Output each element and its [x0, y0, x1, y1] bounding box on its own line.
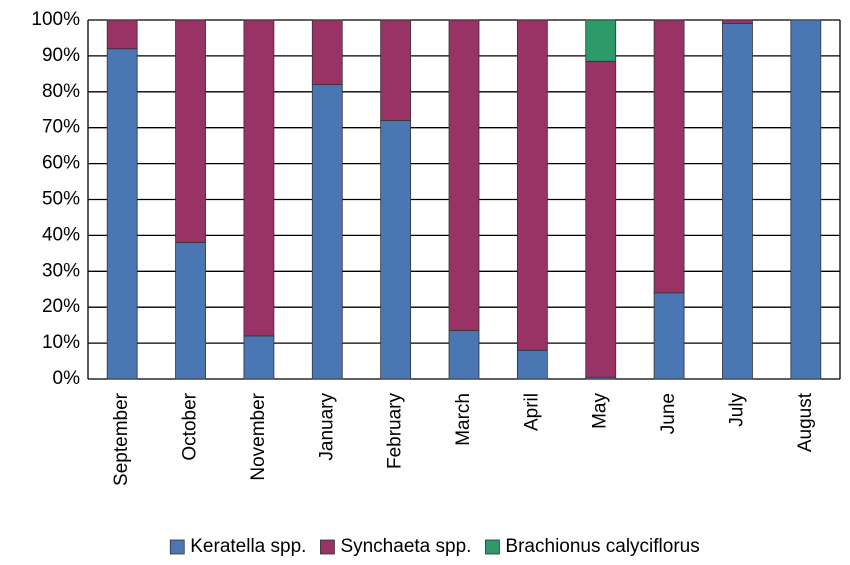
legend: Keratella spp. Synchaeta spp. Brachionus c… [169, 536, 700, 557]
legend-swatch [320, 539, 335, 555]
bar-segment [653, 19, 685, 294]
bar-segment [175, 19, 206, 243]
bar-segment [175, 242, 206, 380]
bar-segment [516, 19, 548, 351]
y-tick-label: 50% [42, 189, 80, 210]
bar-segment [243, 335, 275, 380]
legend-label: Keratella spp. [190, 536, 306, 557]
y-tick-label: 10% [42, 332, 80, 353]
y-tick-label: 20% [42, 296, 80, 317]
y-tick-label: 40% [42, 224, 80, 245]
x-tick-label: August [795, 392, 816, 452]
x-tick-label: July [726, 393, 747, 427]
bar-segment [516, 349, 548, 380]
bar-segment [722, 23, 753, 380]
bar-segment [790, 19, 822, 380]
x-tick-label: October [180, 392, 201, 460]
bar-segment [448, 19, 480, 331]
y-tick-label: 100% [31, 9, 80, 30]
y-tick-label: 70% [42, 117, 80, 138]
bar-segment [585, 60, 617, 378]
bar-segment [243, 19, 275, 337]
legend-label: Brachionus calyciflorus [505, 536, 699, 557]
y-tick-label: 30% [42, 260, 80, 281]
legend-swatch [169, 539, 185, 555]
x-tick-label: February [385, 393, 406, 470]
x-tick-label: January [316, 393, 337, 461]
bar-segment [106, 48, 138, 380]
x-tick-label: March [453, 393, 474, 446]
x-tick-label: May [590, 393, 611, 429]
bar-segment [311, 84, 343, 380]
y-tick-label: 60% [42, 153, 80, 174]
y-tick-label: 90% [42, 45, 80, 66]
bar-segment [311, 19, 343, 86]
x-tick-label: June [658, 393, 679, 434]
y-tick-label: 80% [42, 81, 80, 102]
bar-segment [653, 292, 685, 380]
bar-segment [106, 19, 138, 50]
bar-segment [380, 19, 412, 121]
bar-segment [448, 330, 480, 380]
y-tick-label: 0% [53, 368, 81, 389]
legend-label: Synchaeta spp. [340, 536, 471, 557]
legend-swatch [485, 539, 500, 555]
bar-segment [585, 19, 617, 62]
x-tick-label: April [521, 393, 542, 431]
x-tick-label: September [111, 392, 132, 486]
bar-segment [380, 120, 412, 380]
x-tick-label: November [248, 392, 269, 480]
bar-segment [722, 19, 753, 24]
